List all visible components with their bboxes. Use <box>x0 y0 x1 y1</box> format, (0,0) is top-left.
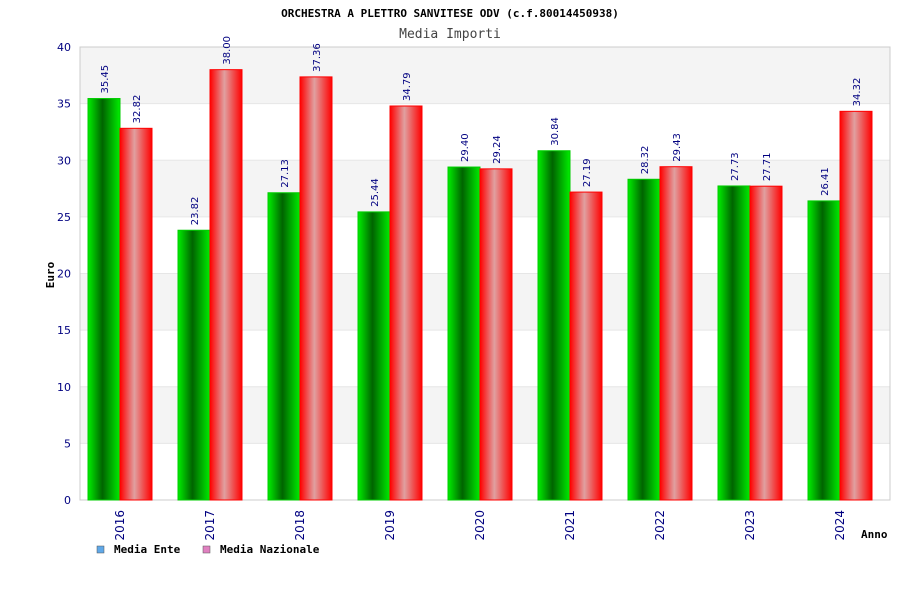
y-tick-label: 20 <box>57 268 71 281</box>
bar <box>177 229 211 501</box>
legend-label: Media Nazionale <box>220 543 320 556</box>
bar <box>717 185 751 501</box>
y-tick-label: 5 <box>64 437 71 450</box>
value-label: 25.44 <box>370 178 381 207</box>
bar <box>659 166 693 501</box>
bar <box>267 192 301 501</box>
legend-swatch <box>202 545 211 554</box>
value-label: 34.32 <box>852 78 863 107</box>
y-tick-label: 35 <box>57 98 71 111</box>
legend: Media Ente Media Nazionale <box>96 543 320 556</box>
value-label: 30.84 <box>550 117 561 146</box>
grid-band <box>80 103 890 161</box>
y-tick-label: 15 <box>57 324 71 337</box>
value-label: 27.19 <box>582 158 593 187</box>
bar <box>87 98 121 501</box>
y-tick-label: 25 <box>57 211 71 224</box>
value-label: 34.79 <box>402 72 413 101</box>
x-tick-label: 2023 <box>743 510 757 541</box>
x-tick-label: 2016 <box>113 510 127 541</box>
chart-title: ORCHESTRA A PLETTRO SANVITESE ODV (c.f.8… <box>281 7 619 20</box>
bar <box>537 150 571 501</box>
bar <box>839 110 873 501</box>
value-label: 27.71 <box>762 153 773 182</box>
y-axis-label: Euro <box>44 261 57 288</box>
bar <box>627 178 661 501</box>
bar <box>389 105 423 501</box>
bar <box>447 166 481 501</box>
value-label: 23.82 <box>190 197 201 226</box>
bar <box>357 211 391 501</box>
x-axis-label: Anno <box>861 528 888 541</box>
chart-subtitle: Media Importi <box>399 27 501 42</box>
value-label: 35.45 <box>100 65 111 94</box>
x-tick-label: 2017 <box>203 510 217 541</box>
y-tick-label: 0 <box>64 494 71 507</box>
bar <box>209 69 243 501</box>
value-label: 38.00 <box>222 36 233 65</box>
bar <box>807 200 841 501</box>
x-axis-ticks: 2016 2017 2018 2019 2020 2021 2022 2023 2024 <box>113 510 847 541</box>
y-axis-ticks: 0 5 10 15 20 25 30 35 40 <box>57 41 71 507</box>
value-labels: 35.45 32.82 23.82 38.00 27.13 37.36 25.44 34.79… <box>100 36 863 225</box>
value-label: 37.36 <box>312 43 323 72</box>
x-tick-label: 2019 <box>383 510 397 541</box>
bar <box>119 127 153 501</box>
value-label: 32.82 <box>132 95 143 124</box>
x-tick-label: 2024 <box>833 510 847 541</box>
x-tick-label: 2020 <box>473 510 487 541</box>
y-tick-label: 40 <box>57 41 71 54</box>
bar <box>299 76 333 501</box>
value-label: 29.24 <box>492 135 503 164</box>
x-tick-label: 2021 <box>563 510 577 541</box>
value-label: 27.13 <box>280 159 291 188</box>
bars <box>87 69 873 501</box>
legend-swatch <box>96 545 105 554</box>
y-tick-label: 10 <box>57 381 71 394</box>
grid-band <box>80 47 890 104</box>
x-tick-label: 2022 <box>653 510 667 541</box>
y-tick-label: 30 <box>57 154 71 167</box>
value-label: 29.43 <box>672 133 683 162</box>
value-label: 27.73 <box>730 152 741 181</box>
bar <box>479 168 513 501</box>
value-label: 29.40 <box>460 133 471 162</box>
x-tick-label: 2018 <box>293 510 307 541</box>
legend-label: Media Ente <box>114 543 181 556</box>
bar <box>749 185 783 501</box>
bar <box>569 191 603 501</box>
value-label: 26.41 <box>820 167 831 196</box>
value-label: 28.32 <box>640 146 651 175</box>
